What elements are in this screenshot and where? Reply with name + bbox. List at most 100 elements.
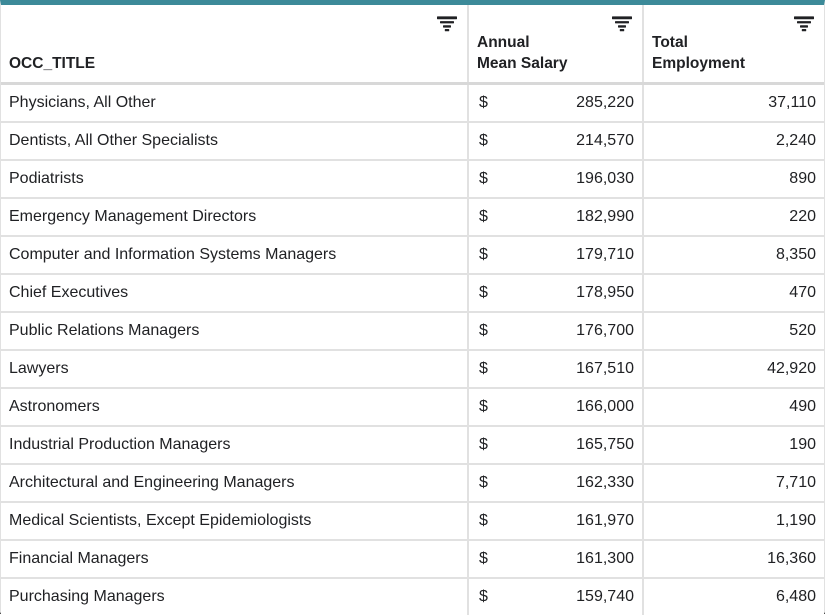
column-label-line: Employment xyxy=(652,53,816,75)
occ-title-text: Medical Scientists, Except Epidemiologis… xyxy=(9,512,311,529)
filter-icon[interactable] xyxy=(792,14,816,33)
salary-value: 176,700 xyxy=(576,322,634,340)
employment-value: 42,920 xyxy=(767,360,816,377)
cell-annual-mean-salary: $ 285,220 xyxy=(468,84,643,123)
employment-value: 7,710 xyxy=(776,474,816,491)
cell-annual-mean-salary: $ 161,970 xyxy=(468,502,643,540)
cell-occ-title: Emergency Management Directors xyxy=(1,198,468,236)
employment-value: 37,110 xyxy=(768,94,816,111)
column-header-occ-title[interactable]: OCC_TITLE xyxy=(1,5,468,84)
occupation-salary-table: OCC_TITLE Annual Mean Salary xyxy=(1,5,824,615)
employment-value: 890 xyxy=(789,170,816,187)
table-row: Industrial Production Managers $ 165,750… xyxy=(1,426,824,464)
cell-annual-mean-salary: $ 182,990 xyxy=(468,198,643,236)
employment-value: 220 xyxy=(789,208,816,225)
table-row: Chief Executives $ 178,950 470 xyxy=(1,274,824,312)
cell-annual-mean-salary: $ 159,740 xyxy=(468,578,643,615)
cell-occ-title: Lawyers xyxy=(1,350,468,388)
cell-occ-title: Podiatrists xyxy=(1,160,468,198)
occ-title-text: Purchasing Managers xyxy=(9,588,165,605)
currency-symbol: $ xyxy=(479,94,488,112)
column-header-total-employment[interactable]: Total Employment xyxy=(643,5,824,84)
employment-value: 2,240 xyxy=(776,132,816,149)
header-row: OCC_TITLE Annual Mean Salary xyxy=(1,5,824,84)
column-label-line: Mean Salary xyxy=(477,53,634,75)
column-label-line: Total xyxy=(652,32,816,54)
salary-value: 165,750 xyxy=(576,436,634,454)
table-row: Lawyers $ 167,510 42,920 xyxy=(1,350,824,388)
salary-value: 162,330 xyxy=(576,474,634,492)
currency-symbol: $ xyxy=(479,132,488,150)
employment-value: 470 xyxy=(789,284,816,301)
table-row: Purchasing Managers $ 159,740 6,480 xyxy=(1,578,824,615)
cell-annual-mean-salary: $ 162,330 xyxy=(468,464,643,502)
occ-title-text: Lawyers xyxy=(9,360,69,377)
cell-annual-mean-salary: $ 179,710 xyxy=(468,236,643,274)
table-row: Emergency Management Directors $ 182,990… xyxy=(1,198,824,236)
cell-occ-title: Public Relations Managers xyxy=(1,312,468,350)
currency-symbol: $ xyxy=(479,474,488,492)
occ-title-text: Dentists, All Other Specialists xyxy=(9,132,218,149)
salary-value: 182,990 xyxy=(576,208,634,226)
table-row: Financial Managers $ 161,300 16,360 xyxy=(1,540,824,578)
column-label-line: Annual xyxy=(477,32,634,54)
cell-occ-title: Chief Executives xyxy=(1,274,468,312)
filter-icon[interactable] xyxy=(610,14,634,33)
salary-value: 159,740 xyxy=(576,588,634,606)
cell-occ-title: Astronomers xyxy=(1,388,468,426)
salary-value: 178,950 xyxy=(576,284,634,302)
cell-total-employment: 190 xyxy=(643,426,824,464)
employment-value: 190 xyxy=(789,436,816,453)
cell-annual-mean-salary: $ 178,950 xyxy=(468,274,643,312)
currency-symbol: $ xyxy=(479,170,488,188)
cell-annual-mean-salary: $ 176,700 xyxy=(468,312,643,350)
cell-total-employment: 42,920 xyxy=(643,350,824,388)
salary-value: 214,570 xyxy=(576,132,634,150)
occ-title-text: Computer and Information Systems Manager… xyxy=(9,246,336,263)
employment-value: 1,190 xyxy=(776,512,816,529)
cell-annual-mean-salary: $ 214,570 xyxy=(468,122,643,160)
cell-occ-title: Computer and Information Systems Manager… xyxy=(1,236,468,274)
currency-symbol: $ xyxy=(479,360,488,378)
cell-occ-title: Dentists, All Other Specialists xyxy=(1,122,468,160)
cell-annual-mean-salary: $ 161,300 xyxy=(468,540,643,578)
cell-total-employment: 490 xyxy=(643,388,824,426)
currency-symbol: $ xyxy=(479,284,488,302)
occ-title-text: Physicians, All Other xyxy=(9,94,156,111)
salary-value: 161,970 xyxy=(576,512,634,530)
table-header: OCC_TITLE Annual Mean Salary xyxy=(1,5,824,84)
cell-total-employment: 890 xyxy=(643,160,824,198)
occ-title-text: Public Relations Managers xyxy=(9,322,199,339)
occ-title-text: Podiatrists xyxy=(9,170,84,187)
table-row: Physicians, All Other $ 285,220 37,110 xyxy=(1,84,824,123)
cell-occ-title: Medical Scientists, Except Epidemiologis… xyxy=(1,502,468,540)
employment-value: 8,350 xyxy=(776,246,816,263)
table-row: Computer and Information Systems Manager… xyxy=(1,236,824,274)
table-row: Architectural and Engineering Managers $… xyxy=(1,464,824,502)
occ-title-text: Financial Managers xyxy=(9,550,149,567)
occ-title-text: Emergency Management Directors xyxy=(9,208,256,225)
currency-symbol: $ xyxy=(479,398,488,416)
currency-symbol: $ xyxy=(479,436,488,454)
cell-total-employment: 8,350 xyxy=(643,236,824,274)
cell-annual-mean-salary: $ 167,510 xyxy=(468,350,643,388)
cell-annual-mean-salary: $ 165,750 xyxy=(468,426,643,464)
cell-occ-title: Industrial Production Managers xyxy=(1,426,468,464)
column-header-annual-mean-salary[interactable]: Annual Mean Salary xyxy=(468,5,643,84)
salary-value: 179,710 xyxy=(576,246,634,264)
occ-title-text: Architectural and Engineering Managers xyxy=(9,474,295,491)
employment-value: 490 xyxy=(789,398,816,415)
cell-total-employment: 220 xyxy=(643,198,824,236)
cell-total-employment: 7,710 xyxy=(643,464,824,502)
cell-annual-mean-salary: $ 196,030 xyxy=(468,160,643,198)
cell-total-employment: 37,110 xyxy=(643,84,824,123)
cell-total-employment: 470 xyxy=(643,274,824,312)
currency-symbol: $ xyxy=(479,550,488,568)
cell-total-employment: 2,240 xyxy=(643,122,824,160)
currency-symbol: $ xyxy=(479,512,488,530)
filter-icon[interactable] xyxy=(435,14,459,33)
table-row: Astronomers $ 166,000 490 xyxy=(1,388,824,426)
occ-title-text: Chief Executives xyxy=(9,284,128,301)
column-label-occ-title: OCC_TITLE xyxy=(9,53,459,75)
